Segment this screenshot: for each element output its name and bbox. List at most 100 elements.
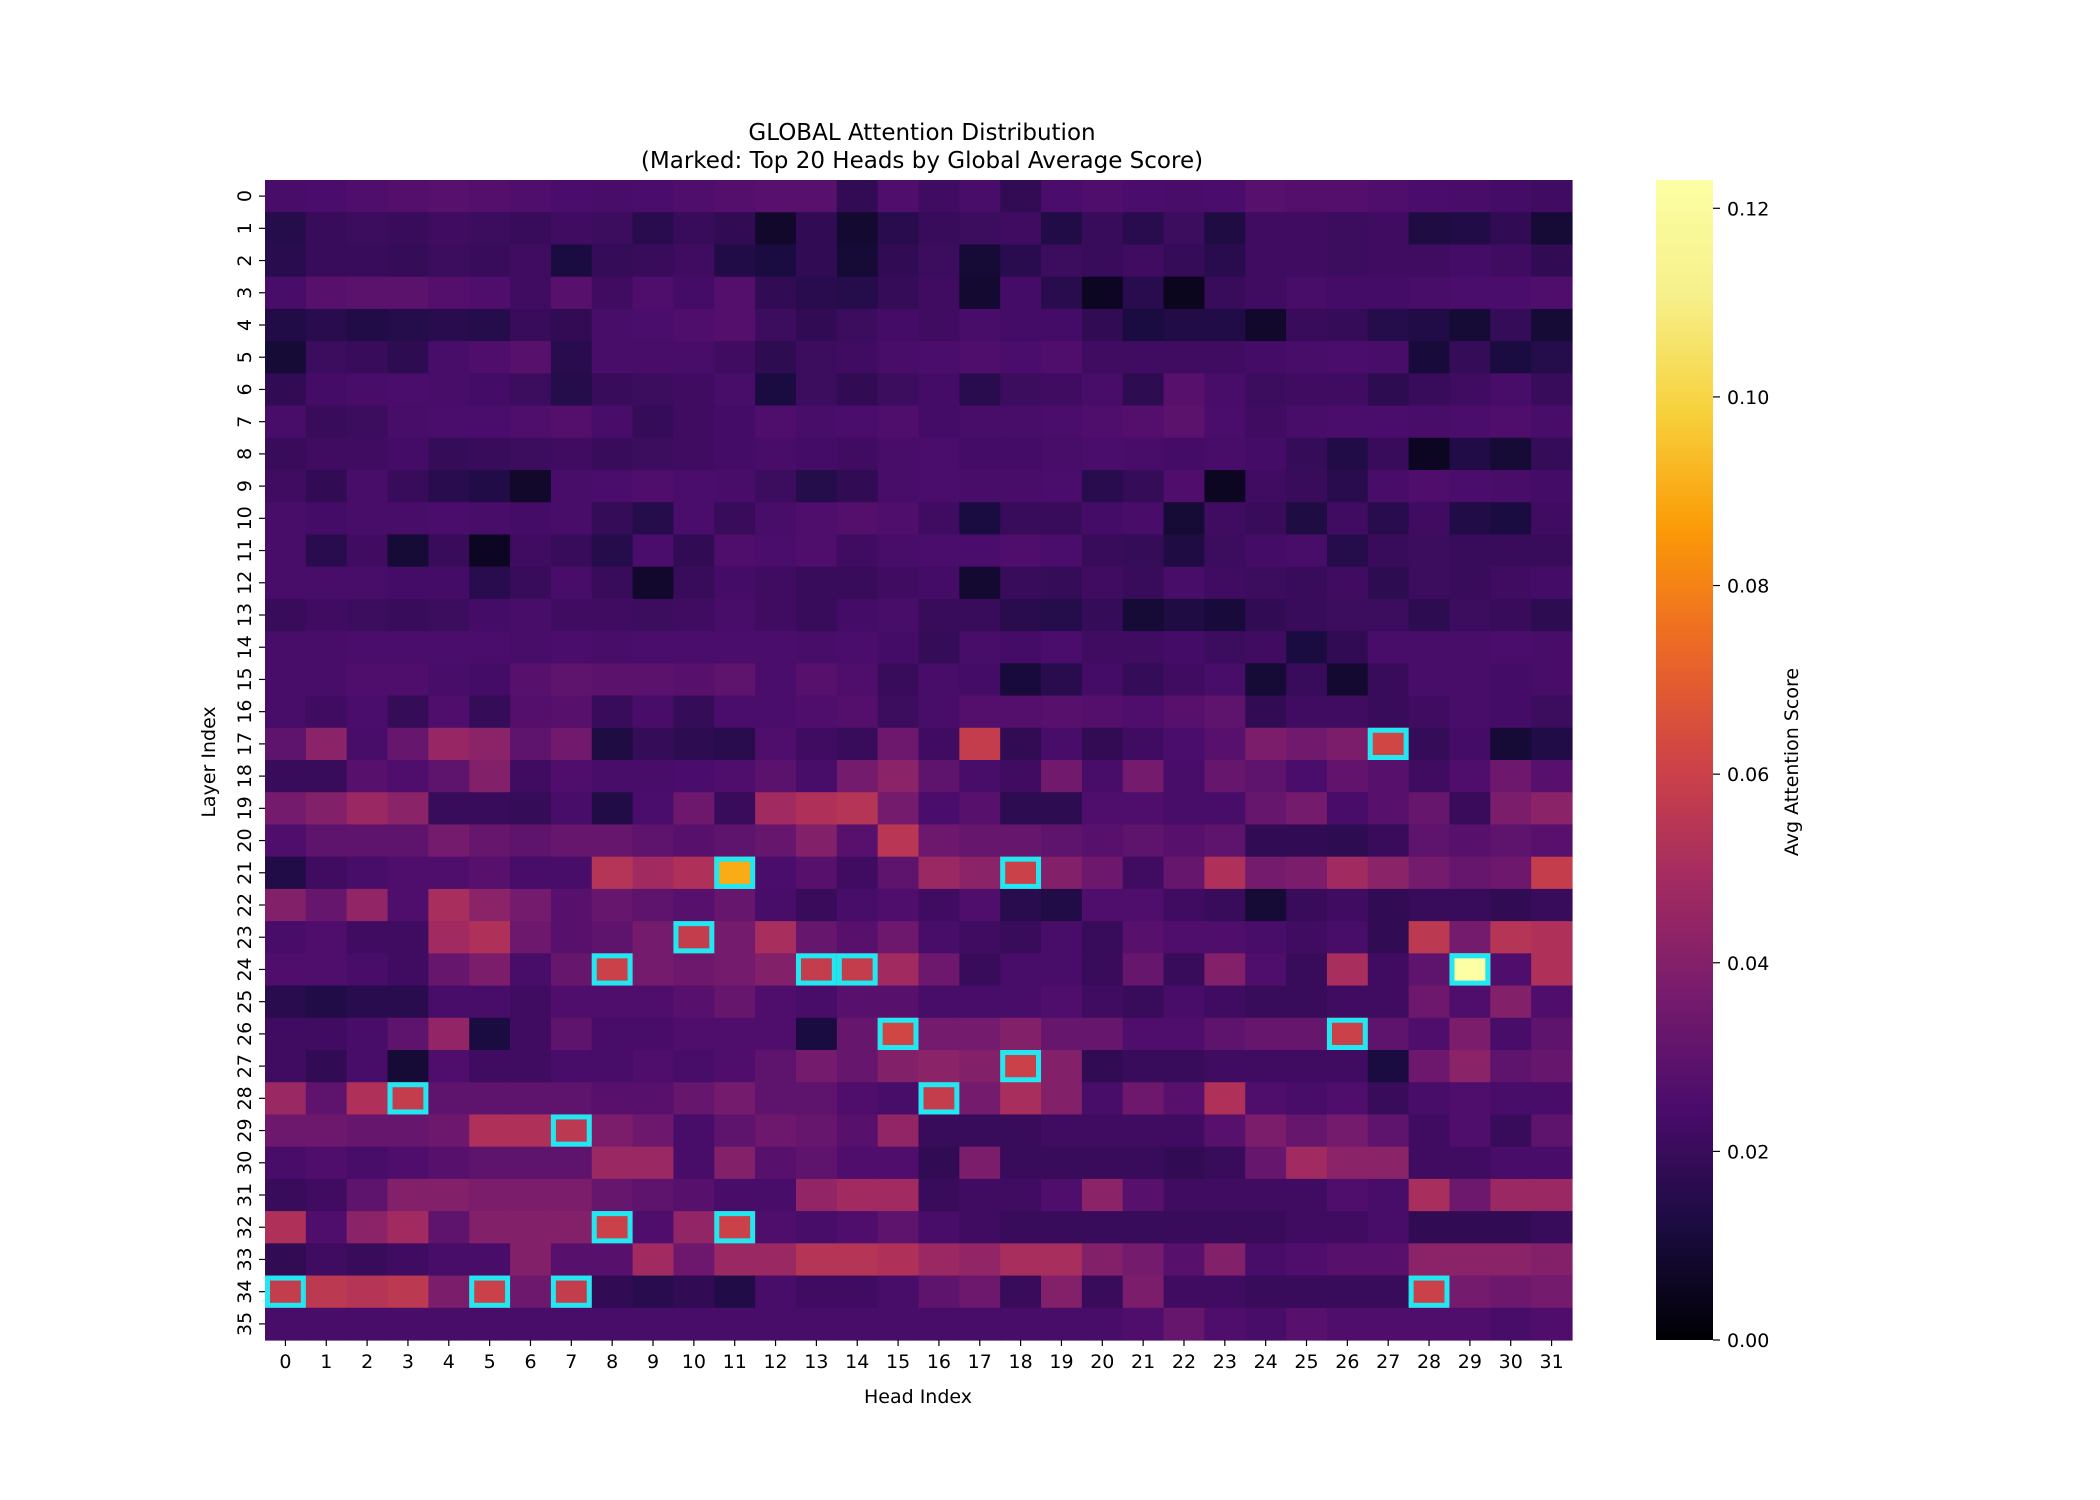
heatmap-cell bbox=[836, 695, 879, 729]
heatmap-cell bbox=[795, 1050, 838, 1083]
heatmap-cell bbox=[1204, 631, 1246, 664]
heatmap-cell bbox=[795, 598, 838, 632]
heatmap-cell bbox=[795, 1243, 838, 1277]
heatmap-cell bbox=[673, 1275, 715, 1309]
heatmap-cell bbox=[1122, 985, 1165, 1019]
heatmap-cell bbox=[1245, 824, 1287, 858]
x-tick-label: 11 bbox=[723, 1351, 747, 1373]
heatmap-cell bbox=[1449, 985, 1491, 1019]
top-head-marker bbox=[1000, 856, 1042, 889]
heatmap-cell bbox=[550, 470, 593, 503]
heatmap-cell bbox=[265, 566, 307, 600]
heatmap-cell bbox=[1286, 308, 1328, 342]
heatmap-cell bbox=[1367, 856, 1410, 890]
heatmap-cell bbox=[305, 276, 348, 310]
heatmap-cells bbox=[265, 180, 1573, 1341]
heatmap-cell bbox=[1204, 1146, 1246, 1180]
heatmap-cell bbox=[550, 1178, 593, 1212]
heatmap-cell bbox=[714, 727, 756, 761]
heatmap-cell bbox=[510, 470, 552, 503]
heatmap-cell bbox=[1122, 180, 1165, 213]
heatmap-cell bbox=[1449, 534, 1491, 568]
heatmap-cell bbox=[387, 792, 429, 826]
heatmap-cell bbox=[550, 921, 593, 954]
heatmap-cell bbox=[428, 405, 470, 439]
heatmap-cell bbox=[1000, 1178, 1042, 1212]
heatmap-cell bbox=[714, 1307, 756, 1341]
heatmap-cell bbox=[1081, 824, 1124, 858]
heatmap-cell bbox=[1122, 1243, 1165, 1277]
top-head-marker bbox=[714, 856, 756, 889]
x-tick-label: 3 bbox=[402, 1351, 414, 1373]
x-axis-ticks: 0 1 2 3 4 5 6 7 8 9 10 11 12 13 14 15 16 17 18 19 20 21 22 23 24… bbox=[279, 1340, 1564, 1373]
heatmap-cell bbox=[1000, 824, 1042, 858]
heatmap-cell bbox=[591, 1275, 634, 1309]
y-tick-label: 18 bbox=[234, 764, 256, 788]
heatmap-cell bbox=[1000, 598, 1042, 632]
top-head-marker bbox=[1367, 727, 1409, 761]
heatmap-cell bbox=[428, 1275, 470, 1309]
heatmap-cell bbox=[1286, 212, 1328, 246]
heatmap-cell bbox=[1408, 985, 1451, 1019]
heatmap-cell bbox=[673, 470, 715, 503]
heatmap-cell bbox=[918, 985, 960, 1019]
heatmap-cell bbox=[1449, 502, 1491, 536]
heatmap-cell bbox=[918, 1146, 960, 1180]
heatmap-cell bbox=[1449, 1114, 1491, 1148]
heatmap-cell bbox=[265, 1211, 307, 1244]
heatmap-cell bbox=[1408, 953, 1451, 987]
heatmap-cell bbox=[1245, 502, 1287, 536]
heatmap-cell bbox=[1204, 1017, 1246, 1051]
heatmap-cell bbox=[1245, 470, 1287, 503]
heatmap-cell bbox=[632, 1114, 675, 1148]
heatmap-cell bbox=[714, 1146, 756, 1180]
heatmap-cell bbox=[714, 663, 756, 697]
heatmap-cell bbox=[1163, 1243, 1205, 1277]
heatmap-cell bbox=[1286, 921, 1328, 954]
heatmap-cell bbox=[1408, 244, 1451, 278]
heatmap-cell bbox=[591, 212, 634, 246]
heatmap-cell bbox=[510, 695, 552, 729]
heatmap-cell bbox=[1041, 598, 1083, 632]
heatmap-cell bbox=[550, 1082, 593, 1116]
heatmap-cell bbox=[795, 1146, 838, 1180]
heatmap-cell bbox=[1163, 1211, 1205, 1244]
heatmap-cell bbox=[959, 921, 1001, 954]
heatmap-cell bbox=[1041, 1050, 1083, 1083]
heatmap-cell bbox=[346, 1178, 389, 1212]
heatmap-cell bbox=[387, 437, 429, 471]
heatmap-cell bbox=[1449, 824, 1491, 858]
heatmap-cell bbox=[836, 1307, 879, 1341]
heatmap-cell bbox=[469, 244, 511, 278]
heatmap-cell bbox=[265, 1307, 307, 1341]
heatmap-cell bbox=[469, 1017, 511, 1051]
heatmap-cell bbox=[1490, 953, 1532, 987]
heatmap-cell bbox=[918, 1050, 960, 1083]
heatmap-cell bbox=[1367, 824, 1410, 858]
heatmap-cell bbox=[673, 566, 715, 600]
heatmap-cell bbox=[1449, 1275, 1491, 1309]
heatmap-cell bbox=[632, 1146, 675, 1180]
heatmap-cell bbox=[550, 953, 593, 987]
heatmap-cell bbox=[1531, 792, 1573, 826]
heatmap-cell bbox=[673, 856, 715, 890]
heatmap-cell bbox=[1204, 1050, 1246, 1083]
heatmap-cell bbox=[1408, 405, 1451, 439]
heatmap-cell bbox=[305, 985, 348, 1019]
heatmap-cell bbox=[1245, 566, 1287, 600]
heatmap-cell bbox=[1204, 1307, 1246, 1341]
heatmap-cell bbox=[795, 695, 838, 729]
heatmap-cell bbox=[795, 276, 838, 310]
heatmap-cell bbox=[469, 824, 511, 858]
heatmap-cell bbox=[1531, 631, 1573, 664]
heatmap-cell bbox=[1000, 727, 1042, 761]
heatmap-cell bbox=[1326, 212, 1369, 246]
heatmap-cell bbox=[1286, 792, 1328, 826]
heatmap-cell bbox=[1408, 1050, 1451, 1083]
heatmap-cell bbox=[1490, 502, 1532, 536]
heatmap-cell bbox=[673, 308, 715, 342]
heatmap-cell bbox=[1408, 760, 1451, 793]
heatmap-cell bbox=[550, 792, 593, 826]
heatmap-cell bbox=[1531, 276, 1573, 310]
heatmap-cell bbox=[673, 1082, 715, 1116]
